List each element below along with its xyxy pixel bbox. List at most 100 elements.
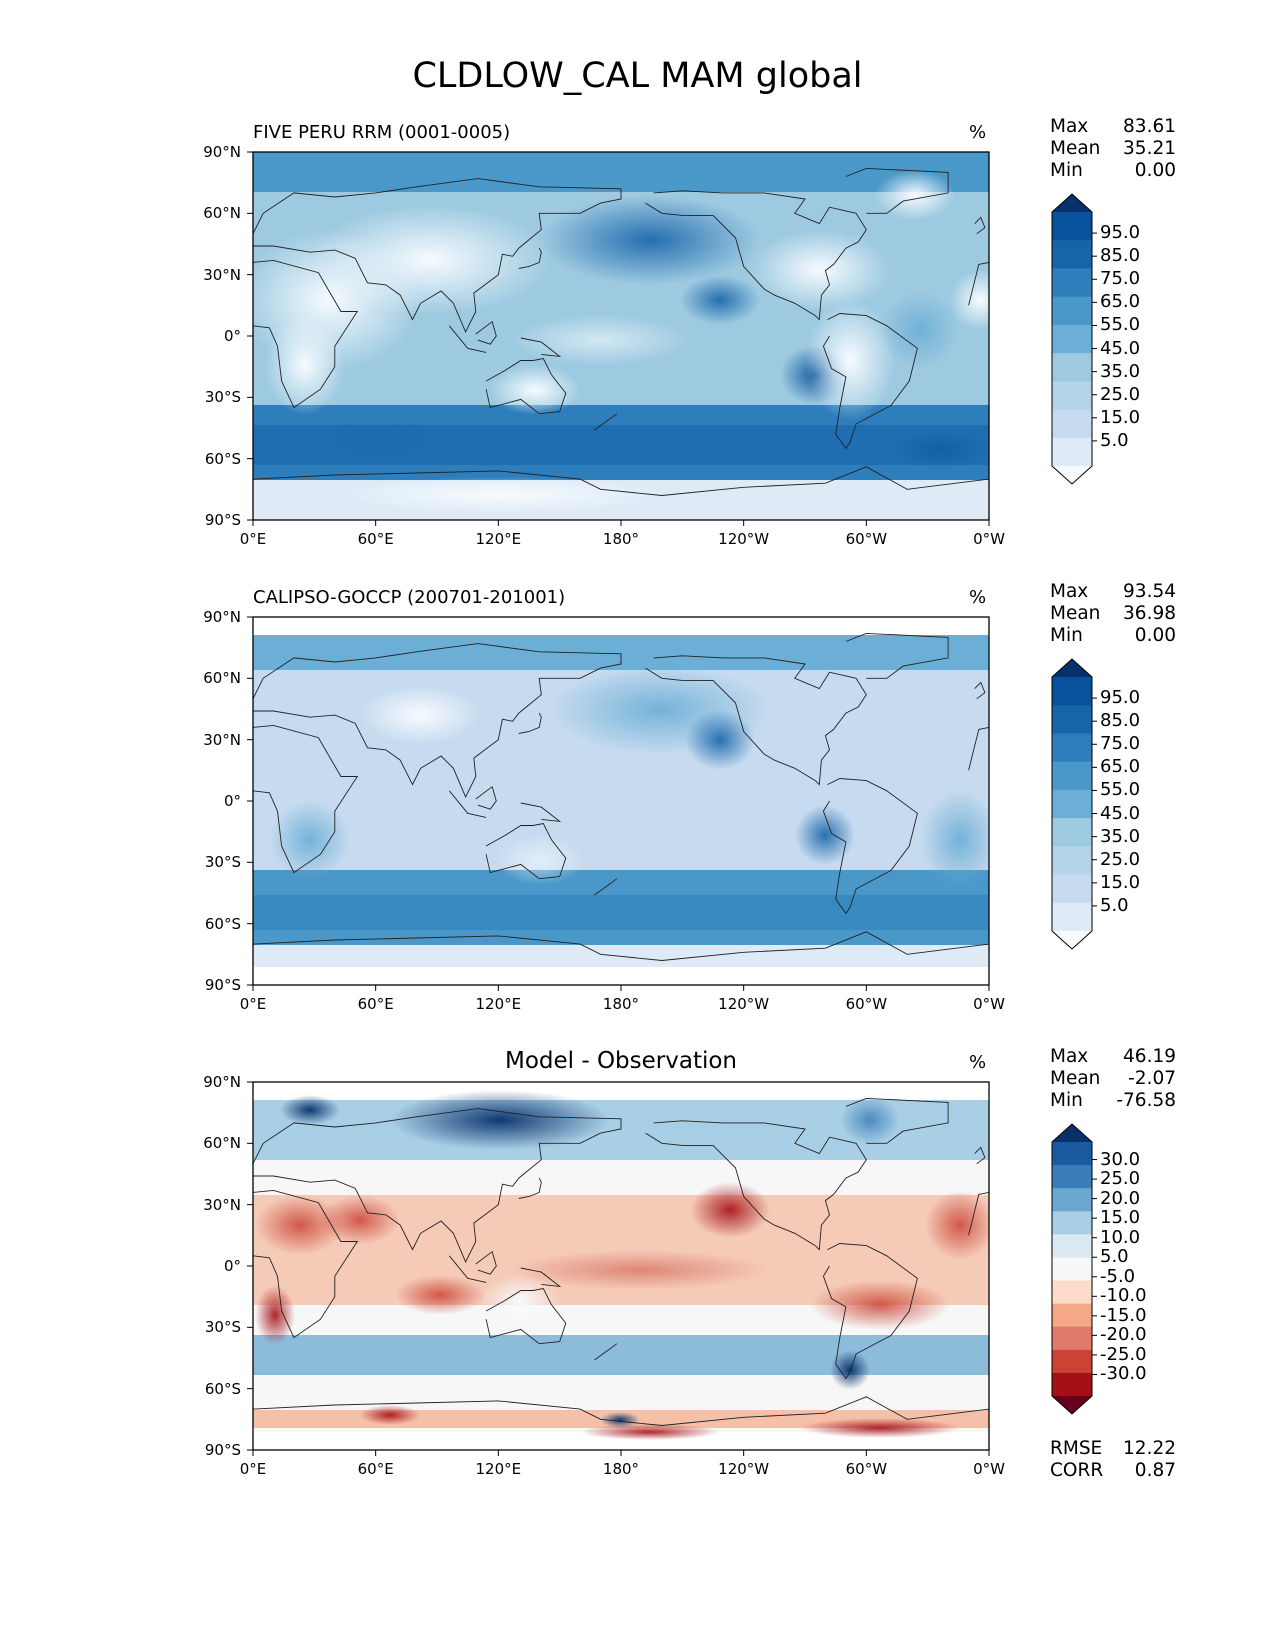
- colorbar-segment: [1052, 1234, 1092, 1258]
- colorbar-label: -25.0: [1100, 1343, 1147, 1365]
- colorbar-label: 5.0: [1100, 429, 1129, 451]
- y-tick-label: 90°S: [204, 511, 241, 529]
- x-tick-label: 180°: [602, 1460, 640, 1478]
- figure-title: CLDLOW_CAL MAM global: [412, 56, 863, 96]
- colorbar-segment: [1052, 818, 1092, 847]
- coastlines-panel-2: [253, 632, 989, 961]
- stat-value: -76.58: [1116, 1090, 1176, 1111]
- y-tick-label: 60°N: [203, 204, 241, 223]
- colorbar-label: 45.0: [1100, 337, 1141, 359]
- coastline: [253, 1108, 622, 1263]
- x-tick-label: 120°W: [718, 1460, 770, 1478]
- coastline: [485, 357, 567, 415]
- stat-row: Min -76.58: [1050, 1090, 1176, 1112]
- colorbar-segment: [1052, 381, 1092, 411]
- colorbar-label: -30.0: [1100, 1363, 1147, 1385]
- coastline: [974, 681, 986, 700]
- y-tick-label: 60°N: [203, 669, 241, 688]
- stat-row: Mean -2.07: [1050, 1068, 1176, 1090]
- stats-block: Max 93.54 Mean 36.98 Min 0.00: [1050, 581, 1176, 647]
- stat-value: 0.00: [1134, 625, 1176, 646]
- coastline: [822, 778, 918, 915]
- colorbar-segment: [1052, 1142, 1092, 1166]
- colorbar-label: -10.0: [1100, 1285, 1147, 1307]
- coastline: [518, 247, 542, 269]
- colorbar-outline: [1051, 193, 1093, 485]
- panel-center-title: Model - Observation: [504, 1048, 738, 1074]
- coastline: [253, 1396, 989, 1426]
- y-tick-label: 30°S: [204, 853, 241, 872]
- x-tick-label: 60°W: [845, 1460, 888, 1478]
- map-observation: [253, 617, 989, 985]
- colorbar-label: 35.0: [1100, 360, 1141, 382]
- x-tick-label: 0°E: [239, 530, 267, 548]
- x-tick-label: 180°: [602, 530, 640, 548]
- stats-block: Max 83.61 Mean 35.21 Min 0.00: [1050, 116, 1176, 182]
- colorbar-extend-bottom: [1052, 1396, 1092, 1414]
- y-tick-label: 60°N: [203, 1134, 241, 1153]
- y-tick-label: 90°N: [203, 608, 241, 626]
- colorbar-extend-top: [1052, 1124, 1092, 1142]
- extra-stats-block: RMSE 12.22 CORR 0.87: [1050, 1438, 1176, 1482]
- colorbar-extend-top: [1052, 194, 1092, 212]
- stat-label: CORR: [1050, 1460, 1104, 1481]
- colorbar-segment: [1052, 1188, 1092, 1212]
- y-tick-label: 0°: [223, 327, 241, 345]
- colorbar-label: 35.0: [1100, 825, 1141, 847]
- stat-label: Max: [1050, 581, 1089, 602]
- y-tick-label: 30°S: [204, 388, 241, 407]
- x-tick-label: 60°W: [845, 530, 888, 548]
- colorbar-label: 85.0: [1100, 710, 1141, 732]
- stat-row: RMSE 12.22: [1050, 1438, 1176, 1460]
- stat-label: Min: [1050, 1090, 1083, 1111]
- colorbar-label: 5.0: [1100, 894, 1129, 916]
- colorbar-extend-bottom: [1052, 931, 1092, 949]
- colorbar-label: 15.0: [1100, 871, 1141, 893]
- colorbar-segment: [1052, 1303, 1092, 1328]
- colorbar-label: 55.0: [1100, 314, 1141, 336]
- colorbar-segment: [1052, 1165, 1092, 1189]
- colorbar-segment: [1052, 733, 1092, 763]
- colorbar-panel-3: [1051, 1123, 1097, 1415]
- colorbar-segment: [1052, 1326, 1092, 1351]
- stat-label: Min: [1050, 625, 1083, 646]
- stat-value: 36.98: [1123, 603, 1176, 624]
- colorbar-segment: [1052, 874, 1092, 904]
- colorbar-segment: [1052, 296, 1092, 326]
- x-tick-label: 60°W: [845, 995, 888, 1013]
- stat-row: Mean 35.21: [1050, 138, 1176, 160]
- y-tick-label: 60°S: [204, 449, 241, 468]
- stat-row: CORR 0.87: [1050, 1460, 1176, 1482]
- x-tick-label: 0°E: [239, 995, 267, 1013]
- stat-value: -2.07: [1128, 1068, 1176, 1089]
- colorbar-label: 45.0: [1100, 802, 1141, 824]
- y-tick-label: 0°: [223, 792, 241, 810]
- x-tick-label: 0°E: [239, 1460, 267, 1478]
- colorbar-segment: [1052, 409, 1092, 439]
- stat-row: Max 93.54: [1050, 581, 1176, 603]
- x-tick-label: 120°E: [475, 1460, 522, 1478]
- coastline: [485, 1287, 567, 1345]
- coastline: [520, 1267, 562, 1288]
- colorbar-label: -20.0: [1100, 1324, 1147, 1346]
- map-difference: [253, 1082, 989, 1450]
- coastline: [475, 1250, 497, 1275]
- coastline: [253, 643, 622, 798]
- stat-value: 0.00: [1134, 160, 1176, 181]
- stat-value: 12.22: [1123, 1438, 1176, 1459]
- colorbar-segment: [1052, 705, 1092, 734]
- colorbar-segment: [1052, 1280, 1092, 1305]
- y-tick-label: 30°N: [203, 265, 241, 284]
- colorbar-label: 10.0: [1100, 1226, 1141, 1248]
- stat-value: 0.87: [1134, 1460, 1176, 1481]
- stat-label: Mean: [1050, 138, 1101, 159]
- colorbar-segment: [1052, 1372, 1092, 1397]
- unit-label: %: [969, 122, 987, 143]
- stat-label: Min: [1050, 160, 1083, 181]
- x-tick-label: 60°E: [357, 1460, 394, 1478]
- colorbar-segment: [1052, 1349, 1092, 1374]
- colorbar-extend-top: [1052, 659, 1092, 677]
- coastline: [845, 167, 949, 214]
- coastline: [645, 1120, 867, 1251]
- y-tick-label: 90°S: [204, 976, 241, 994]
